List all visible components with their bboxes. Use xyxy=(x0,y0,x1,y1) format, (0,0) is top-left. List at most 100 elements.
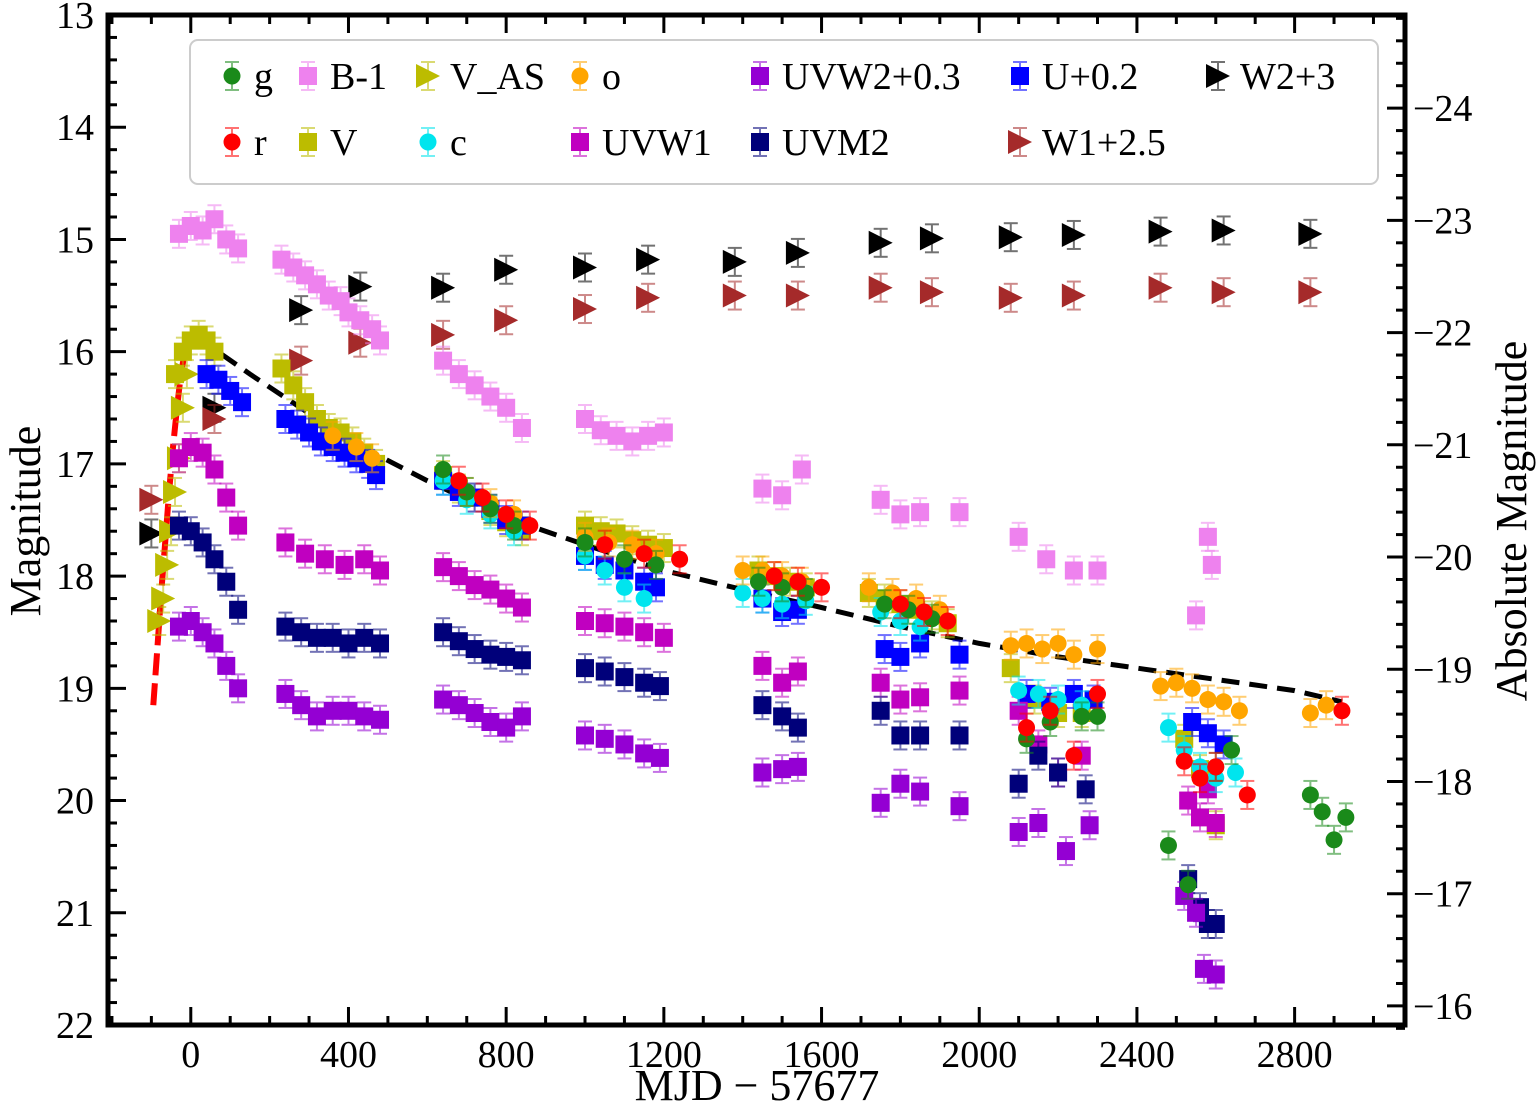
data-point xyxy=(950,797,969,816)
y-tick-label: 13 xyxy=(56,0,94,37)
data-point xyxy=(465,576,484,595)
data-point xyxy=(753,590,771,608)
legend-item-uvw2-0-3: UVW2+0.3 xyxy=(751,56,961,98)
data-point xyxy=(229,239,248,258)
fit-curve-1 xyxy=(197,336,1343,705)
data-point xyxy=(911,782,930,801)
x-tick-label: 2400 xyxy=(1099,1034,1175,1076)
data-point xyxy=(785,283,810,308)
legend-marker xyxy=(419,133,437,151)
x-tick-label: 2800 xyxy=(1257,1034,1333,1076)
data-point xyxy=(1206,965,1225,984)
data-point xyxy=(871,793,890,812)
data-point xyxy=(1183,713,1202,731)
data-point xyxy=(749,573,767,591)
data-point xyxy=(229,600,248,619)
series-w1-2-5 xyxy=(139,272,1323,515)
legend-item-c: c xyxy=(419,122,467,164)
data-point xyxy=(449,632,468,651)
data-point xyxy=(465,640,484,659)
data-point xyxy=(1049,763,1068,782)
legend-item-w1-2-5: W1+2.5 xyxy=(1008,122,1166,164)
data-point xyxy=(371,710,390,729)
data-point xyxy=(1159,719,1177,737)
data-point xyxy=(773,707,792,726)
data-point xyxy=(1080,816,1099,835)
data-point xyxy=(753,763,772,782)
y2-tick-label: −20 xyxy=(1413,537,1472,579)
data-point xyxy=(434,623,453,642)
data-point xyxy=(607,426,626,445)
data-point xyxy=(788,757,807,776)
data-point xyxy=(1183,679,1201,697)
legend-marker xyxy=(299,133,317,151)
data-point xyxy=(335,555,354,574)
data-point xyxy=(1009,822,1028,841)
legend-label: UVW1 xyxy=(602,122,712,164)
legend-label: UVW2+0.3 xyxy=(782,56,961,98)
y2-tick-label: −22 xyxy=(1413,313,1472,355)
data-point xyxy=(911,503,930,522)
legend-label: g xyxy=(254,56,273,98)
x-tick-label: 0 xyxy=(181,1034,200,1076)
y2-tick-label: −19 xyxy=(1413,649,1472,691)
data-point xyxy=(722,283,747,308)
data-point xyxy=(860,578,878,596)
data-point xyxy=(1191,769,1209,787)
legend-item-w2-3: W2+3 xyxy=(1206,56,1335,98)
data-point xyxy=(1167,674,1185,692)
data-point xyxy=(650,748,669,767)
data-point xyxy=(284,376,303,395)
data-point xyxy=(292,696,311,715)
legend-item-r: r xyxy=(223,122,267,164)
data-point xyxy=(576,533,594,551)
data-point xyxy=(654,423,673,442)
data-point xyxy=(1198,527,1217,546)
data-point xyxy=(289,298,314,323)
axis-ticks: 0 400 800 1200 1600 2000 2400 2800 13 14 15 16 17 18 1… xyxy=(56,0,1472,1076)
data-point xyxy=(193,443,212,462)
data-point xyxy=(481,713,500,731)
data-point xyxy=(355,707,374,726)
data-point xyxy=(785,240,810,265)
data-point xyxy=(296,544,315,563)
data-point xyxy=(481,645,500,664)
data-point xyxy=(792,460,811,479)
legend-item-b-1: B-1 xyxy=(299,56,387,98)
x-tick-label: 400 xyxy=(320,1034,377,1076)
data-point xyxy=(868,230,893,255)
data-point xyxy=(1148,275,1173,300)
data-point xyxy=(205,550,224,569)
data-point xyxy=(591,421,610,440)
data-point xyxy=(635,623,654,642)
data-point xyxy=(355,628,374,647)
data-point xyxy=(596,562,614,579)
data-point xyxy=(431,275,456,300)
series-w2-3 xyxy=(139,215,1323,549)
data-point xyxy=(773,760,792,779)
x-axis-label: MJD − 57677 xyxy=(635,1061,880,1110)
data-point xyxy=(339,701,358,720)
data-point xyxy=(1010,682,1028,700)
legend-marker xyxy=(1206,64,1230,88)
data-point xyxy=(139,487,164,512)
legend-item-uvw1: UVW1 xyxy=(571,122,712,164)
x-tick-label: 1600 xyxy=(784,1034,860,1076)
y2-tick-label: −23 xyxy=(1413,200,1472,242)
data-point xyxy=(876,595,894,613)
data-point xyxy=(1152,677,1170,695)
plot-frame xyxy=(105,12,1408,1028)
data-point xyxy=(1148,219,1173,244)
data-point xyxy=(1298,221,1323,246)
y-tick-label: 19 xyxy=(56,668,94,710)
legend-marker xyxy=(1011,67,1029,85)
series-v xyxy=(166,319,1225,841)
data-point xyxy=(1298,280,1323,305)
data-point xyxy=(296,393,315,412)
data-point xyxy=(773,595,791,613)
data-point xyxy=(465,704,484,723)
data-point xyxy=(323,701,342,720)
data-point xyxy=(147,609,172,633)
data-point xyxy=(789,573,807,591)
data-point xyxy=(289,348,314,373)
